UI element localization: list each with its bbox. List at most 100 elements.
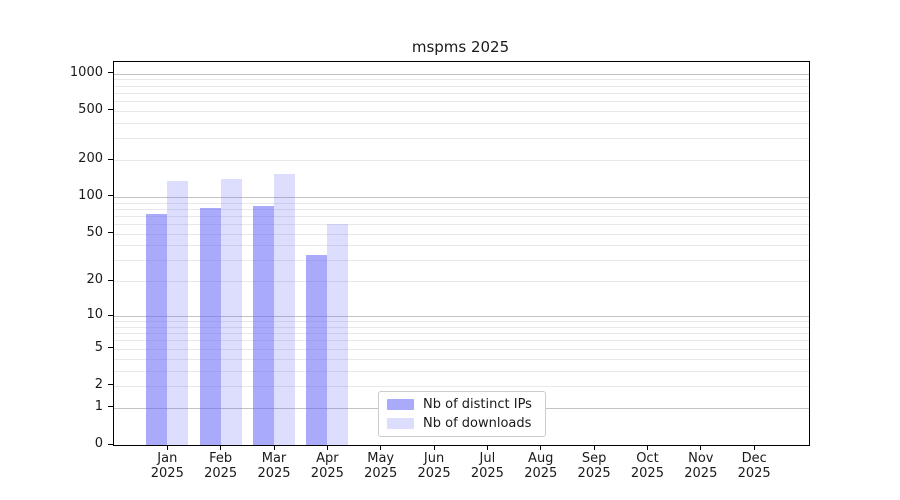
x-tick-month: Apr [316,451,339,466]
x-tick-month: Jun [423,451,445,466]
y-tick-label: 50 [86,224,103,240]
x-tick-label: Aug 2025 [509,451,573,481]
y-tick-mark [108,443,113,445]
x-tick-label: Feb 2025 [189,451,253,481]
y-tick-mark [108,347,113,349]
x-tick-label: Jun 2025 [402,451,466,481]
x-tick-year: 2025 [204,466,238,481]
x-tick-year: 2025 [417,466,451,481]
minor-gridline [114,260,809,262]
minor-gridline [114,122,809,124]
x-tick-month: Aug [528,451,554,466]
x-tick-label: Jan 2025 [135,451,199,481]
y-tick-mark [108,279,113,281]
x-tick-label: Dec 2025 [722,451,786,481]
x-tick-year: 2025 [364,466,398,481]
plot-area [113,61,810,446]
legend-item: Nb of distinct IPs [387,396,537,413]
y-tick-label: 500 [78,101,103,117]
major-gridline [114,196,809,198]
minor-gridline [114,79,809,81]
x-tick-month: Feb [209,451,233,466]
minor-gridline [114,92,809,94]
x-tick-mark [486,445,488,450]
minor-gridline [114,385,809,387]
y-tick-mark [108,232,113,234]
bar [146,213,168,445]
minor-gridline [114,160,809,161]
minor-gridline [114,326,809,328]
x-tick-month: Dec [741,451,767,466]
y-tick-label: 10 [86,307,103,323]
x-tick-month: Nov [688,451,714,466]
minor-gridline [114,340,809,342]
x-tick-mark [380,445,382,450]
x-tick-month: Oct [636,451,659,466]
x-tick-label: Jul 2025 [455,451,519,481]
minor-gridline [114,358,809,360]
x-tick-mark [166,445,168,450]
bar [220,179,242,445]
x-tick-mark [646,445,648,450]
x-tick-mark [433,445,435,450]
minor-gridline [114,101,809,103]
x-tick-label: Nov 2025 [669,451,733,481]
x-tick-mark [326,445,328,450]
x-tick-month: Jan [157,451,178,466]
x-tick-mark [220,445,222,450]
legend-swatch [387,418,414,429]
minor-gridline [114,208,809,210]
x-tick-year: 2025 [737,466,771,481]
x-tick-year: 2025 [630,466,664,481]
minor-gridline [114,281,809,283]
x-tick-year: 2025 [150,466,184,481]
bar [274,173,295,445]
minor-gridline [114,233,809,235]
minor-gridline [114,224,809,226]
y-tick-label: 5 [94,339,103,355]
x-tick-mark [753,445,755,450]
bar [199,207,221,445]
x-tick-month: May [367,451,395,466]
legend-item-label: Nb of distinct IPs [423,397,532,412]
x-tick-label: Mar 2025 [242,451,306,481]
x-tick-mark [273,445,275,450]
x-tick-mark [700,445,702,450]
legend: Nb of distinct IPs Nb of downloads [378,391,546,437]
bar [253,206,274,445]
minor-gridline [114,370,809,372]
minor-gridline [114,85,809,87]
x-tick-year: 2025 [257,466,291,481]
minor-gridline [114,215,809,217]
legend-item: Nb of downloads [387,415,537,432]
x-tick-label: Sep 2025 [562,451,626,481]
minor-gridline [114,202,809,204]
x-tick-month: Sep [581,451,607,466]
legend-swatch [387,399,414,410]
x-tick-year: 2025 [310,466,344,481]
bar [306,255,328,445]
x-tick-year: 2025 [524,466,558,481]
y-tick-mark [108,72,113,74]
x-tick-year: 2025 [577,466,611,481]
x-tick-year: 2025 [684,466,718,481]
y-tick-mark [108,384,113,386]
y-tick-label: 0 [94,436,103,451]
y-tick-mark [108,406,113,408]
minor-gridline [114,245,809,247]
bar [167,180,189,445]
x-tick-year: 2025 [470,466,504,481]
minor-gridline [114,321,809,323]
y-tick-mark [108,195,113,197]
x-tick-mark [593,445,595,450]
minor-gridline [114,333,809,335]
x-tick-label: Apr 2025 [295,451,359,481]
bar [327,224,349,445]
y-tick-label: 1 [94,398,103,414]
x-tick-month: Mar [261,451,287,466]
x-tick-month: Jul [479,451,496,466]
y-tick-label: 100 [78,187,103,203]
minor-gridline [114,348,809,350]
x-tick-label: Oct 2025 [615,451,679,481]
